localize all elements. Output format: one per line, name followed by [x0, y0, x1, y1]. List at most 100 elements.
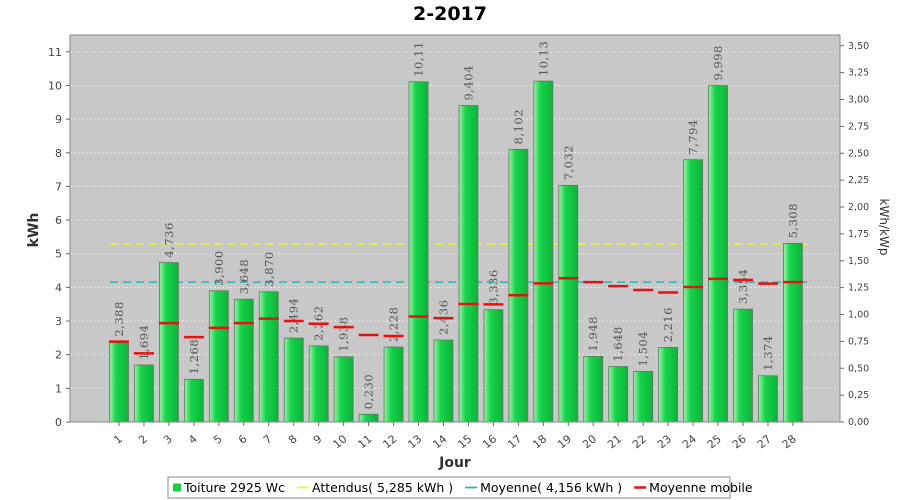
bar-data-label: 1,268 — [187, 339, 201, 374]
x-tick-label: 17 — [505, 432, 524, 451]
legend-swatch — [173, 483, 181, 492]
bar — [433, 339, 454, 423]
bar — [458, 105, 479, 423]
legend-label: Attendus( 5,285 kWh ) — [312, 480, 453, 495]
bar-data-label: 0,230 — [362, 374, 376, 409]
y-axis-right: 0,00 0,25 0,50 0,75 1,00 1,25 1,50 1,75 2,00 2,25… — [839, 35, 869, 428]
x-tick-label: 19 — [555, 432, 574, 451]
y2-tick-label: 1,25 — [848, 283, 869, 294]
bar-data-label: 2,388 — [112, 301, 126, 336]
x-tick-label: 18 — [530, 432, 549, 451]
bar — [483, 309, 504, 423]
legend-box — [167, 476, 731, 499]
y-axis-title: kWh — [26, 213, 42, 248]
y-tick-label: 10 — [48, 79, 62, 92]
x-tick-label: 26 — [730, 432, 749, 451]
y2-tick-label: 1,00 — [848, 310, 869, 321]
y2-tick-label: 2,50 — [848, 148, 869, 159]
legend-label: Moyenne mobile — [649, 480, 753, 495]
y-tick-label: 5 — [55, 248, 62, 261]
bar-data-label: 1,504 — [636, 331, 650, 366]
bar-data-label: 5,308 — [786, 203, 800, 238]
x-tick-label: 14 — [430, 432, 449, 451]
legend: Toiture 2925 Wc Attendus( 5,285 kWh ) Moye… — [167, 476, 753, 499]
bar — [508, 148, 529, 423]
y2-tick-label: 1,50 — [848, 256, 869, 267]
bar-data-label: 1,938 — [337, 316, 351, 351]
bar — [283, 337, 304, 423]
y-tick-label: 7 — [55, 180, 62, 193]
bar-data-label: 2,216 — [661, 307, 675, 342]
x-tick-label: 22 — [630, 432, 649, 451]
bar — [583, 356, 604, 423]
x-tick-label: 20 — [580, 432, 599, 451]
y2-tick-label: 0,00 — [848, 417, 869, 428]
y2-tick-label: 0,25 — [848, 390, 869, 401]
moving-average-series — [109, 276, 803, 355]
y2-tick-label: 3,00 — [848, 95, 869, 106]
bar — [383, 346, 404, 423]
bar-data-label: 1,948 — [586, 316, 600, 351]
y2-tick-label: 2,25 — [848, 175, 869, 186]
y2-tick-label: 2,75 — [848, 121, 869, 132]
bar-data-label: 2,494 — [287, 298, 301, 333]
bar — [658, 347, 679, 423]
y2-tick-label: 0,75 — [848, 336, 869, 347]
bar — [308, 345, 329, 423]
x-tick-label: 8 — [286, 432, 300, 446]
bar — [633, 370, 654, 423]
x-tick-label: 28 — [780, 432, 799, 451]
y-axis-left: 0 1 2 3 4 5 6 7 8 9 10 11 — [48, 35, 71, 429]
y2-axis-title: kWh/kWp — [877, 199, 891, 256]
x-tick-label: 7 — [261, 432, 275, 446]
x-tick-label: 5 — [211, 432, 225, 446]
x-tick-label: 10 — [330, 432, 349, 451]
bar — [733, 308, 753, 423]
x-tick-label: 21 — [605, 432, 624, 451]
y2-tick-label: 2,00 — [848, 202, 869, 213]
y-tick-label: 0 — [55, 416, 62, 429]
bar — [558, 184, 579, 423]
x-tick-label: 12 — [380, 432, 399, 451]
bar — [408, 81, 429, 423]
bar-data-label: 8,102 — [511, 109, 525, 144]
x-tick-label: 27 — [755, 432, 774, 451]
x-tick-label: 25 — [705, 432, 724, 451]
legend-label: Toiture 2925 Wc — [183, 480, 285, 495]
y-tick-label: 1 — [55, 382, 62, 395]
y-tick-label: 4 — [55, 281, 62, 294]
bar — [109, 341, 129, 423]
bar-data-label: 9,998 — [711, 45, 725, 80]
x-tick-label: 15 — [455, 432, 474, 451]
bar-data-label: 10,13 — [536, 41, 550, 76]
bar-data-label: 9,404 — [461, 65, 475, 100]
bar — [683, 159, 703, 423]
bar — [333, 356, 354, 423]
bar — [758, 375, 778, 423]
bar — [208, 290, 229, 423]
y-tick-label: 11 — [48, 46, 62, 59]
x-tick-label: 2 — [136, 432, 150, 446]
bar-data-label: 3,900 — [212, 250, 226, 285]
x-axis-title: Jour — [438, 455, 471, 471]
x-tick-label: 1 — [111, 432, 125, 446]
bar-series: 2,388 1,694 4,736 1,268 3,900 3,648 3,870 2,494… — [109, 41, 803, 423]
bar-data-label: 1,648 — [611, 326, 625, 361]
x-tick-label: 9 — [311, 432, 325, 446]
bar-data-label: 1,374 — [761, 335, 775, 370]
x-axis: 1 2 3 4 5 6 7 8 9 10 11 12 13 14 15 16 17 18 19 20 21 22 23 24 2… — [70, 421, 840, 451]
bar-data-label: 3,354 — [736, 269, 750, 304]
bar — [533, 80, 554, 423]
x-tick-label: 24 — [680, 432, 699, 451]
bar-data-label: 7,032 — [561, 145, 575, 180]
bar-data-label: 1,694 — [137, 325, 151, 360]
y2-tick-label: 3,50 — [848, 41, 869, 52]
x-tick-label: 13 — [405, 432, 424, 451]
bar-data-label: 4,736 — [162, 222, 176, 257]
bar — [159, 262, 179, 423]
bar — [183, 378, 204, 423]
x-tick-label: 4 — [186, 432, 200, 446]
bar — [258, 291, 279, 423]
bar-data-label: 3,648 — [237, 259, 251, 294]
bar — [783, 242, 803, 423]
